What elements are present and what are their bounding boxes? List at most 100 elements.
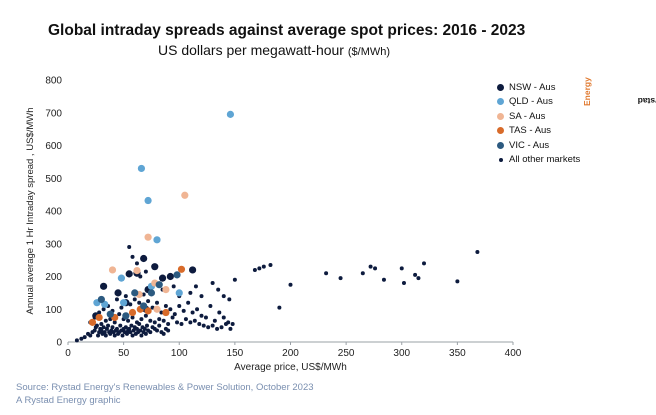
point-qld-aus bbox=[137, 164, 146, 173]
point-all-other-markets bbox=[257, 266, 262, 271]
point-tas-aus bbox=[88, 318, 97, 326]
point-vic-aus bbox=[97, 295, 105, 304]
legend-item: All other markets bbox=[497, 153, 580, 168]
legend-item: QLD - Aus bbox=[497, 95, 580, 110]
point-all-other-markets bbox=[103, 318, 108, 323]
point-all-other-markets bbox=[139, 317, 144, 322]
point-all-other-markets bbox=[223, 321, 228, 326]
point-vic-aus bbox=[122, 312, 130, 320]
chart-subtitle: US dollars per megawatt-hour ($/MWh) bbox=[158, 42, 390, 58]
legend-marker bbox=[497, 83, 504, 91]
legend-label: QLD - Aus bbox=[509, 96, 553, 108]
point-all-other-markets bbox=[190, 310, 195, 315]
point-all-other-markets bbox=[179, 321, 184, 326]
point-all-other-markets bbox=[127, 245, 132, 250]
point-all-other-markets bbox=[119, 305, 124, 310]
point-all-other-markets bbox=[210, 281, 215, 286]
point-all-other-markets bbox=[193, 284, 198, 289]
point-all-other-markets bbox=[475, 249, 480, 254]
point-all-other-markets bbox=[399, 266, 404, 271]
x-tick-label: 0 bbox=[65, 348, 71, 359]
point-all-other-markets bbox=[130, 333, 135, 338]
point-all-other-markets bbox=[155, 328, 159, 333]
point-vic-aus bbox=[147, 289, 156, 297]
point-all-other-markets bbox=[288, 282, 293, 287]
point-sa-aus bbox=[108, 266, 117, 274]
point-all-other-markets bbox=[152, 320, 157, 325]
point-all-other-markets bbox=[161, 331, 166, 336]
x-tick-label: 300 bbox=[393, 348, 410, 359]
point-all-other-markets bbox=[139, 333, 144, 338]
y-axis-label: Annual average 1 Hr Intraday spread , US… bbox=[25, 108, 36, 315]
legend-label: SA - Aus bbox=[509, 110, 546, 122]
point-vic-aus bbox=[173, 271, 181, 279]
point-all-other-markets bbox=[186, 300, 191, 305]
y-tick-label: 200 bbox=[45, 272, 62, 283]
point-all-other-markets bbox=[79, 336, 84, 341]
point-all-other-markets bbox=[210, 323, 215, 328]
point-sa-aus bbox=[133, 267, 141, 275]
x-tick-label: 100 bbox=[171, 348, 188, 359]
point-all-other-markets bbox=[134, 320, 139, 325]
point-all-other-markets bbox=[416, 276, 421, 281]
point-all-other-markets bbox=[261, 264, 266, 269]
x-tick-label: 50 bbox=[118, 348, 130, 359]
subtitle-main: US dollars per megawatt-hour bbox=[158, 42, 344, 58]
point-sa-aus bbox=[144, 233, 152, 241]
point-all-other-markets bbox=[324, 271, 329, 276]
point-all-other-markets bbox=[101, 307, 106, 312]
point-all-other-markets bbox=[92, 328, 97, 333]
y-tick-label: 700 bbox=[45, 108, 62, 119]
point-all-other-markets bbox=[413, 272, 418, 277]
legend-label: NSW - Aus bbox=[509, 81, 556, 93]
y-tick-label: 0 bbox=[56, 338, 62, 349]
point-all-other-markets bbox=[157, 323, 162, 328]
point-all-other-markets bbox=[177, 303, 182, 308]
point-all-other-markets bbox=[143, 269, 148, 274]
point-all-other-markets bbox=[199, 313, 204, 318]
point-all-other-markets bbox=[227, 297, 232, 302]
point-vic-aus bbox=[140, 302, 148, 310]
point-nsw-aus bbox=[189, 266, 197, 274]
point-all-other-markets bbox=[206, 325, 211, 330]
point-all-other-markets bbox=[192, 318, 197, 323]
point-all-other-markets bbox=[129, 323, 134, 328]
point-all-other-markets bbox=[106, 323, 111, 328]
point-all-other-markets bbox=[96, 333, 101, 338]
point-all-other-markets bbox=[110, 325, 115, 330]
point-all-other-markets bbox=[268, 263, 273, 268]
point-tas-aus bbox=[177, 265, 186, 273]
y-tick-label: 600 bbox=[45, 141, 62, 152]
point-all-other-markets bbox=[148, 330, 153, 335]
point-all-other-markets bbox=[74, 338, 79, 343]
legend-marker bbox=[498, 157, 503, 162]
point-all-other-markets bbox=[102, 330, 107, 335]
point-all-other-markets bbox=[183, 317, 188, 322]
graphic-credit: A Rystad Energy graphic bbox=[16, 395, 121, 406]
point-all-other-markets bbox=[118, 323, 123, 328]
point-vic-aus bbox=[131, 289, 139, 297]
point-all-other-markets bbox=[166, 321, 171, 326]
point-nsw-aus bbox=[125, 270, 133, 278]
point-all-other-markets bbox=[215, 326, 220, 331]
point-all-other-markets bbox=[161, 318, 166, 323]
point-all-other-markets bbox=[228, 326, 233, 331]
point-all-other-markets bbox=[212, 318, 217, 323]
legend-marker bbox=[497, 112, 504, 120]
legend-marker bbox=[497, 141, 504, 149]
point-all-other-markets bbox=[124, 331, 129, 336]
point-all-other-markets bbox=[104, 326, 109, 331]
point-all-other-markets bbox=[168, 307, 173, 312]
point-all-other-markets bbox=[144, 323, 149, 328]
point-qld-aus bbox=[144, 196, 152, 205]
point-all-other-markets bbox=[230, 321, 235, 326]
legend-marker bbox=[497, 127, 504, 135]
legend-label: All other markets bbox=[509, 154, 581, 166]
x-axis-label: Average price, US$/MWh bbox=[234, 362, 347, 373]
point-all-other-markets bbox=[401, 281, 406, 286]
point-all-other-markets bbox=[114, 297, 119, 302]
point-all-other-markets bbox=[138, 328, 143, 333]
point-all-other-markets bbox=[422, 261, 426, 266]
point-all-other-markets bbox=[338, 276, 343, 281]
point-all-other-markets bbox=[127, 326, 132, 331]
